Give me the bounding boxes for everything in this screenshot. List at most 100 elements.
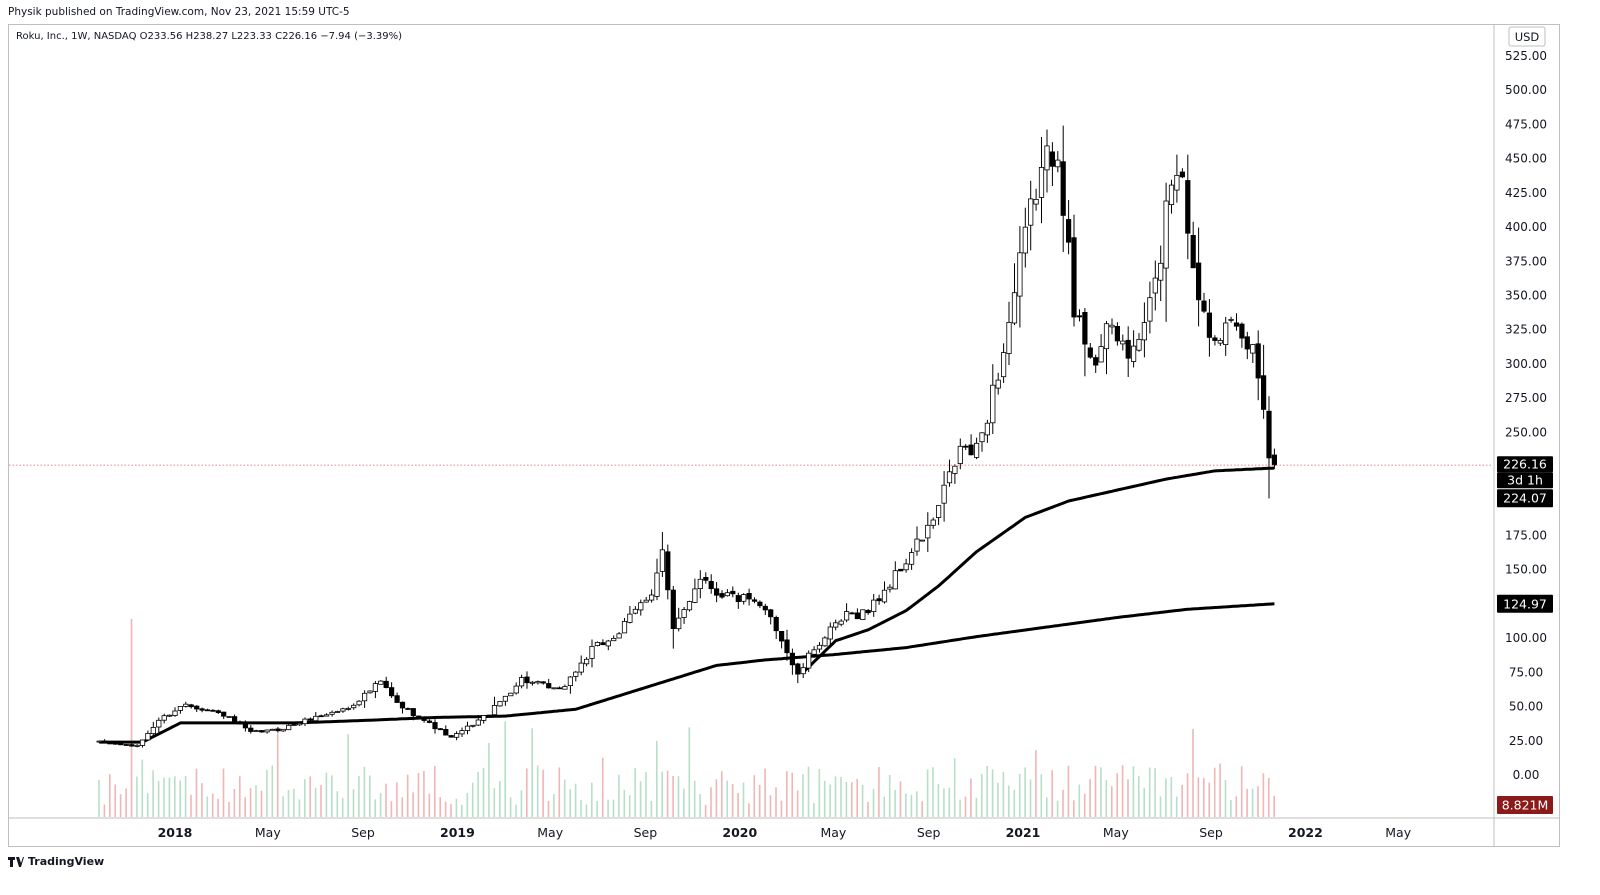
volume-bar [152, 770, 154, 817]
candle-down [1093, 357, 1099, 366]
candle-up [372, 683, 379, 692]
x-tick-label: May [820, 825, 846, 840]
volume-bar [943, 788, 945, 817]
candle-down [1190, 234, 1196, 269]
volume-bar [439, 797, 441, 817]
volume-bar [536, 765, 539, 817]
volume-bar [352, 789, 355, 817]
candle-up [697, 578, 703, 589]
candle-up [995, 379, 1001, 389]
volume-bar [802, 774, 804, 817]
volume-bar [358, 775, 360, 817]
volume-bar [1213, 767, 1216, 817]
ma-slow-line [99, 602, 1275, 744]
candle-up [952, 465, 958, 474]
volume-bar [1273, 795, 1275, 817]
candle-up [822, 637, 828, 647]
volume-bar [1094, 765, 1097, 817]
volume-bar [623, 789, 626, 817]
volume-bars [98, 619, 1275, 817]
candle-down [443, 729, 449, 736]
candle-down [1212, 337, 1218, 341]
candle-up [816, 644, 823, 650]
candle-up [145, 733, 151, 741]
volume-bar [509, 797, 512, 817]
volume-bar [1100, 767, 1102, 817]
y-tick-label: 150.00 [1505, 563, 1547, 577]
volume-bar [937, 784, 940, 817]
volume-bar [531, 728, 533, 817]
candle-up [345, 708, 351, 710]
candle-up [334, 711, 341, 713]
candle-up [470, 724, 476, 727]
candle-up [654, 572, 660, 597]
y-tick-label: 375.00 [1505, 254, 1547, 268]
volume-bar [482, 768, 485, 817]
tradingview-brand[interactable]: TradingView [8, 855, 104, 868]
volume-bar [981, 774, 983, 817]
candle-up [253, 730, 259, 732]
volume-bar [385, 783, 387, 817]
candle-down [665, 551, 671, 591]
volume-bar [217, 798, 219, 817]
candle-up [621, 621, 628, 634]
volume-bar [276, 733, 279, 817]
volume-bar [450, 803, 452, 817]
candle-up [562, 686, 568, 690]
volume-bar [1143, 788, 1145, 817]
volume-bar [374, 799, 376, 817]
chart-frame [8, 24, 1560, 847]
candle-up [800, 667, 806, 675]
x-tick-label: May [1385, 825, 1411, 840]
candle-up [741, 594, 747, 602]
candle-up [356, 700, 362, 706]
volume-bar [1116, 773, 1118, 817]
volume-bar [699, 794, 701, 817]
candle-up [340, 708, 346, 712]
candle-down [394, 695, 400, 703]
candle-down [1239, 323, 1245, 339]
candle-up [475, 719, 481, 726]
volume-bar [1230, 800, 1232, 817]
y-tick-label: 175.00 [1505, 528, 1547, 542]
volume-bar [222, 768, 225, 817]
volume-bar [130, 619, 133, 817]
volume-bar [347, 734, 349, 817]
volume-bar [867, 801, 869, 817]
candle-down [437, 728, 444, 731]
candle-down [221, 711, 227, 717]
volume-bar [710, 787, 712, 817]
candle-down [898, 568, 904, 572]
candle-up [502, 695, 509, 702]
volume-bar [406, 774, 409, 817]
x-tick-label: 2018 [158, 825, 193, 840]
volume-bar [249, 788, 252, 817]
volume-bar [1046, 797, 1048, 817]
x-tick-label: May [537, 825, 563, 840]
candle-up [361, 692, 368, 702]
volume-bar [1181, 784, 1183, 817]
x-tick-label: Sep [634, 825, 658, 840]
candle-up [724, 592, 731, 597]
volume-bar [363, 766, 366, 817]
x-tick-label: May [1103, 825, 1129, 840]
candle-up [269, 728, 276, 731]
candle-down [107, 742, 113, 745]
y-tick-label: 475.00 [1505, 117, 1547, 131]
volume-bar [309, 776, 311, 817]
volume-bar [526, 768, 528, 817]
candle-down [779, 631, 785, 642]
volume-bar [119, 794, 122, 817]
volume-bar [666, 770, 669, 817]
volume-bar [563, 779, 566, 817]
candle-up [605, 640, 611, 647]
y-tick-label: 400.00 [1505, 220, 1547, 234]
volume-bar [1154, 768, 1156, 817]
candle-up [936, 505, 942, 518]
bar-countdown-label: 3d 1h [1507, 473, 1543, 488]
volume-bar [634, 768, 636, 817]
volume-bar [325, 772, 328, 817]
volume-bar [601, 757, 604, 817]
volume-bar [163, 777, 165, 817]
